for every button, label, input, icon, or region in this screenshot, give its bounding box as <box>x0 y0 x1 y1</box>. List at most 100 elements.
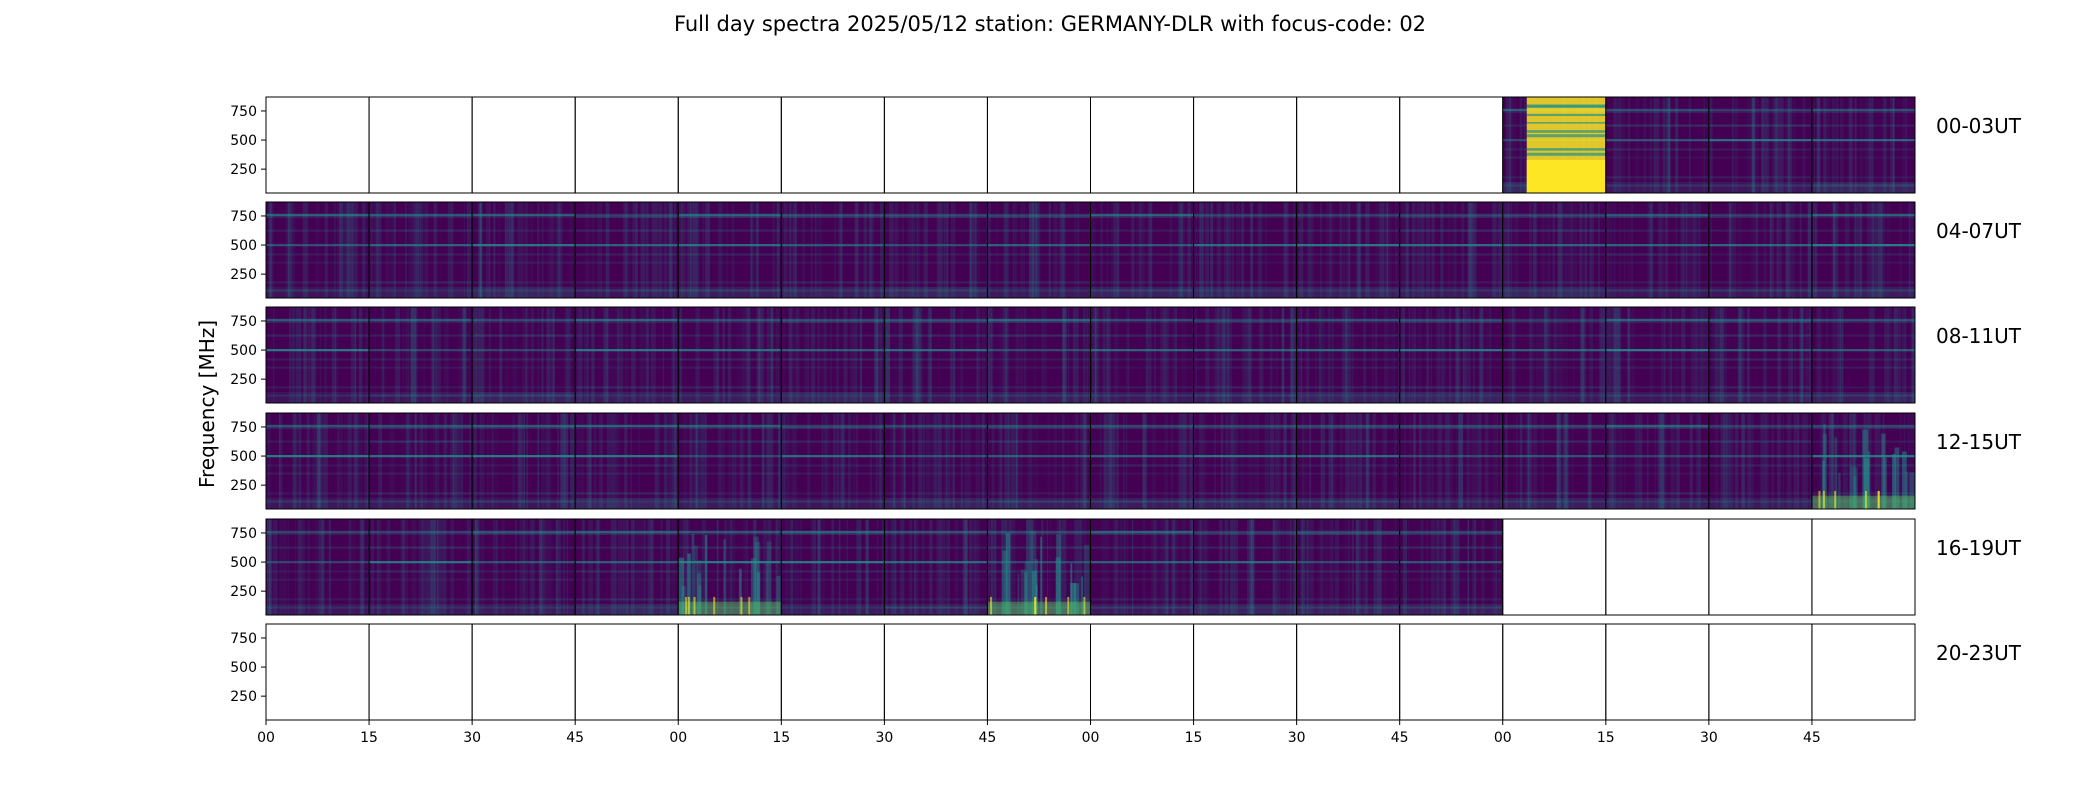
spectrogram-panel <box>986 306 1091 404</box>
spectrogram-panel <box>1399 412 1504 510</box>
spectrogram-panel <box>574 96 679 194</box>
row-labels: 00-03UT 04-07UT 08-11UT 12-15UT 16-19UT 20-23… <box>1936 114 2022 665</box>
spectrogram-panel <box>1296 201 1401 299</box>
spectrogram-panel <box>1502 96 1607 194</box>
spectrogram-panel <box>1708 96 1813 194</box>
spectrogram-panel <box>265 306 370 404</box>
x-tick-label: 00 <box>1494 730 1512 746</box>
y-axes: 250 500 750 250 500 750 250 500 750 250 500 750 250 5… <box>230 104 266 705</box>
spectrogram-panel <box>1605 201 1710 299</box>
y-tick-label: 500 <box>230 133 257 149</box>
spectrogram-panel <box>1605 623 1710 721</box>
y-tick-label: 500 <box>230 238 257 254</box>
spectrogram-panel <box>1399 201 1504 299</box>
spectrogram-panel <box>1708 412 1813 510</box>
spectrogram-panel <box>1811 412 1916 510</box>
spectrogram-panel <box>883 412 988 510</box>
spectrogram-panel <box>471 412 576 510</box>
x-tick-label: 00 <box>669 730 687 746</box>
spectrogram-panel <box>780 96 885 194</box>
x-tick-label: 45 <box>1803 730 1821 746</box>
row-time-label: 08-11UT <box>1936 324 2022 348</box>
spectrogram-panel <box>1296 306 1401 404</box>
spectrogram-panel <box>1605 412 1710 510</box>
spectrogram-panel <box>780 518 885 616</box>
x-axis: 00 15 30 45 00 15 30 45 00 15 30 45 00 15 30 45 <box>257 720 1821 746</box>
x-tick-label: 15 <box>360 730 378 746</box>
spectrogram-panel <box>1193 306 1298 404</box>
spectrogram-panel <box>1090 412 1195 510</box>
row-time-label: 20-23UT <box>1936 641 2022 665</box>
spectrogram-panel <box>471 306 576 404</box>
y-axis-label: Frequency [MHz] <box>195 320 219 488</box>
spectrogram-panel <box>986 623 1091 721</box>
spectrogram-panel <box>1090 96 1195 194</box>
spectrogram-panel <box>265 201 370 299</box>
spectrogram-panel <box>780 623 885 721</box>
spectrogram-panel <box>677 412 782 510</box>
spectrogram-panel <box>780 306 885 404</box>
spectrogram-panel <box>986 518 1091 616</box>
spectrogram-panel <box>677 201 782 299</box>
x-tick-label: 45 <box>1391 730 1409 746</box>
y-tick-label: 750 <box>230 420 257 436</box>
x-tick-label: 15 <box>772 730 790 746</box>
spectrogram-panel <box>1811 201 1916 299</box>
x-tick-label: 30 <box>1288 730 1306 746</box>
spectrogram-panel <box>574 623 679 721</box>
spectrogram-panel <box>677 96 782 194</box>
spectrogram-panel <box>1502 306 1607 404</box>
spectrogram-panel <box>883 518 988 616</box>
spectrogram-panel <box>574 306 679 404</box>
spectrogram-panel <box>1811 96 1916 194</box>
y-tick-label: 750 <box>230 209 257 225</box>
spectrogram-panel <box>780 201 885 299</box>
spectrogram-panel <box>368 412 473 510</box>
spectrogram-panel <box>1399 518 1504 616</box>
row-time-label: 16-19UT <box>1936 536 2022 560</box>
x-tick-label: 30 <box>463 730 481 746</box>
spectrogram-panel <box>471 96 576 194</box>
spectrogram-panel <box>265 96 370 194</box>
spectrogram-panel <box>1090 623 1195 721</box>
spectrogram-panel <box>1193 623 1298 721</box>
spectrogram-panel <box>574 518 679 616</box>
spectrogram-panel <box>677 306 782 404</box>
spectrogram-panel <box>1296 412 1401 510</box>
spectrogram-panel <box>368 201 473 299</box>
y-tick-label: 250 <box>230 372 257 388</box>
y-tick-label: 500 <box>230 449 257 465</box>
spectrogram-panel <box>1090 306 1195 404</box>
spectrogram-panel <box>1605 518 1710 616</box>
spectrogram-panel <box>574 201 679 299</box>
y-tick-label: 750 <box>230 631 257 647</box>
spectrogram-panel <box>883 96 988 194</box>
spectrogram-panel <box>1193 412 1298 510</box>
spectrogram-panel <box>1811 623 1916 721</box>
spectrogram-panel <box>1605 306 1710 404</box>
spectrogram-panel <box>883 306 988 404</box>
spectrogram-panel <box>1193 96 1298 194</box>
spectrogram-panel <box>780 412 885 510</box>
row-time-label: 04-07UT <box>1936 219 2022 243</box>
spectrogram-panel <box>1502 518 1607 616</box>
x-tick-label: 30 <box>875 730 893 746</box>
spectrogram-panel <box>471 201 576 299</box>
chart-title: Full day spectra 2025/05/12 station: GER… <box>673 12 1427 36</box>
y-tick-label: 250 <box>230 267 257 283</box>
x-tick-label: 45 <box>566 730 584 746</box>
y-tick-label: 750 <box>230 526 257 542</box>
x-tick-label: 45 <box>979 730 997 746</box>
x-tick-label: 00 <box>257 730 275 746</box>
y-tick-label: 500 <box>230 343 257 359</box>
spectrogram-panel <box>1708 518 1813 616</box>
spectrogram-panel <box>368 96 473 194</box>
spectrogram-panel <box>368 306 473 404</box>
spectrogram-panel <box>471 518 576 616</box>
spectrogram-panel <box>1296 96 1401 194</box>
y-tick-label: 500 <box>230 555 257 571</box>
y-tick-label: 250 <box>230 584 257 600</box>
spectrogram-panel <box>986 201 1091 299</box>
spectrogram-panel <box>677 518 782 616</box>
